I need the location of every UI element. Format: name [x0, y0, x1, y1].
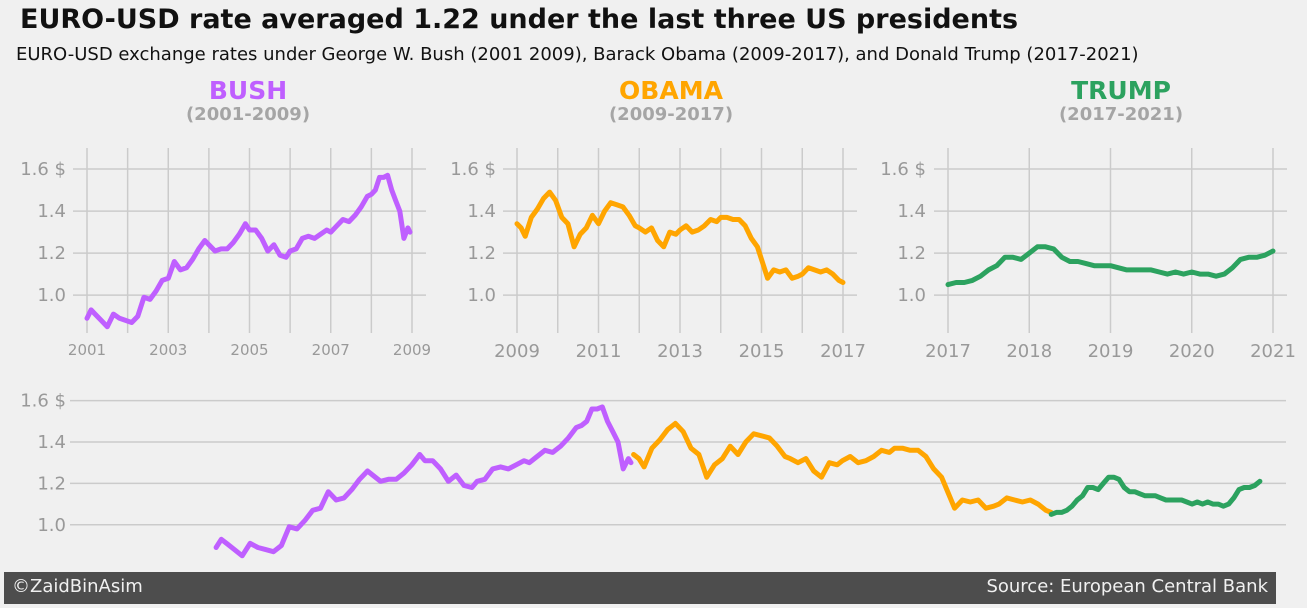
obama-xtick-label: 2017 — [820, 341, 866, 362]
obama-series-line — [514, 189, 846, 285]
trump-ytick-label: 1.2 — [897, 243, 926, 264]
bush-series-line — [84, 172, 413, 330]
chart-subtitle: EURO-USD exchange rates under George W. … — [16, 44, 1139, 65]
obama-xtick-label: 2015 — [739, 341, 785, 362]
bush-xtick-label: 2005 — [230, 341, 268, 359]
bush-ytick-label: 1.4 — [37, 201, 66, 222]
bush-xtick-label: 2003 — [149, 341, 187, 359]
obama-ytick-label: 1.2 — [467, 243, 496, 264]
trump-xtick-label: 2017 — [925, 341, 971, 362]
bush-xtick-label: 2007 — [312, 341, 350, 359]
obama-xtick-label: 2013 — [657, 341, 703, 362]
bush-ytick-label: 1.0 — [37, 285, 66, 306]
trump-heading: TRUMP — [1071, 76, 1171, 105]
bush-heading: BUSH — [209, 76, 287, 105]
bush-subheading: (2001-2009) — [186, 104, 310, 125]
trump-xtick-label: 2020 — [1169, 341, 1215, 362]
obama-xtick-label: 2011 — [576, 341, 622, 362]
bush-xtick-label: 2009 — [393, 341, 431, 359]
combined-ytick-label: 1.6 $ — [20, 391, 66, 412]
chart-title: EURO-USD rate averaged 1.22 under the la… — [20, 4, 1019, 35]
obama-heading: OBAMA — [619, 76, 724, 105]
combined-bush-series-line — [213, 404, 634, 559]
trump-xtick-label: 2018 — [1006, 341, 1052, 362]
trump-xtick-label: 2019 — [1088, 341, 1134, 362]
trump-series-line — [945, 244, 1276, 288]
obama-subheading: (2009-2017) — [609, 104, 733, 125]
combined-ytick-label: 1.0 — [37, 515, 66, 536]
trump-ytick-label: 1.4 — [897, 201, 926, 222]
combined-trump-series-line — [1048, 474, 1263, 517]
trump-ytick-label: 1.0 — [897, 285, 926, 306]
combined-ytick-label: 1.4 — [37, 432, 66, 453]
trump-xtick-label: 2021 — [1250, 341, 1296, 362]
obama-ytick-label: 1.0 — [467, 285, 496, 306]
bush-ytick-label: 1.6 $ — [20, 159, 66, 180]
footer-credit: ©ZaidBinAsim — [12, 576, 143, 597]
obama-ytick-label: 1.6 $ — [450, 159, 496, 180]
bush-xtick-label: 2001 — [68, 341, 106, 359]
footer-bar: ©ZaidBinAsim Source: European Central Ba… — [4, 572, 1276, 604]
trump-ytick-label: 1.6 $ — [880, 159, 926, 180]
chart-canvas: 1.01.21.41.6 $2001 2003 2005 2007 2009BUSH(2… — [20, 76, 1296, 559]
combined-obama-series-line — [631, 420, 1054, 515]
obama-ytick-label: 1.4 — [467, 201, 496, 222]
combined-ytick-label: 1.2 — [37, 473, 66, 494]
footer-source: Source: European Central Bank — [986, 576, 1268, 597]
trump-subheading: (2017-2021) — [1059, 104, 1183, 125]
bush-ytick-label: 1.2 — [37, 243, 66, 264]
obama-xtick-label: 2009 — [494, 341, 540, 362]
